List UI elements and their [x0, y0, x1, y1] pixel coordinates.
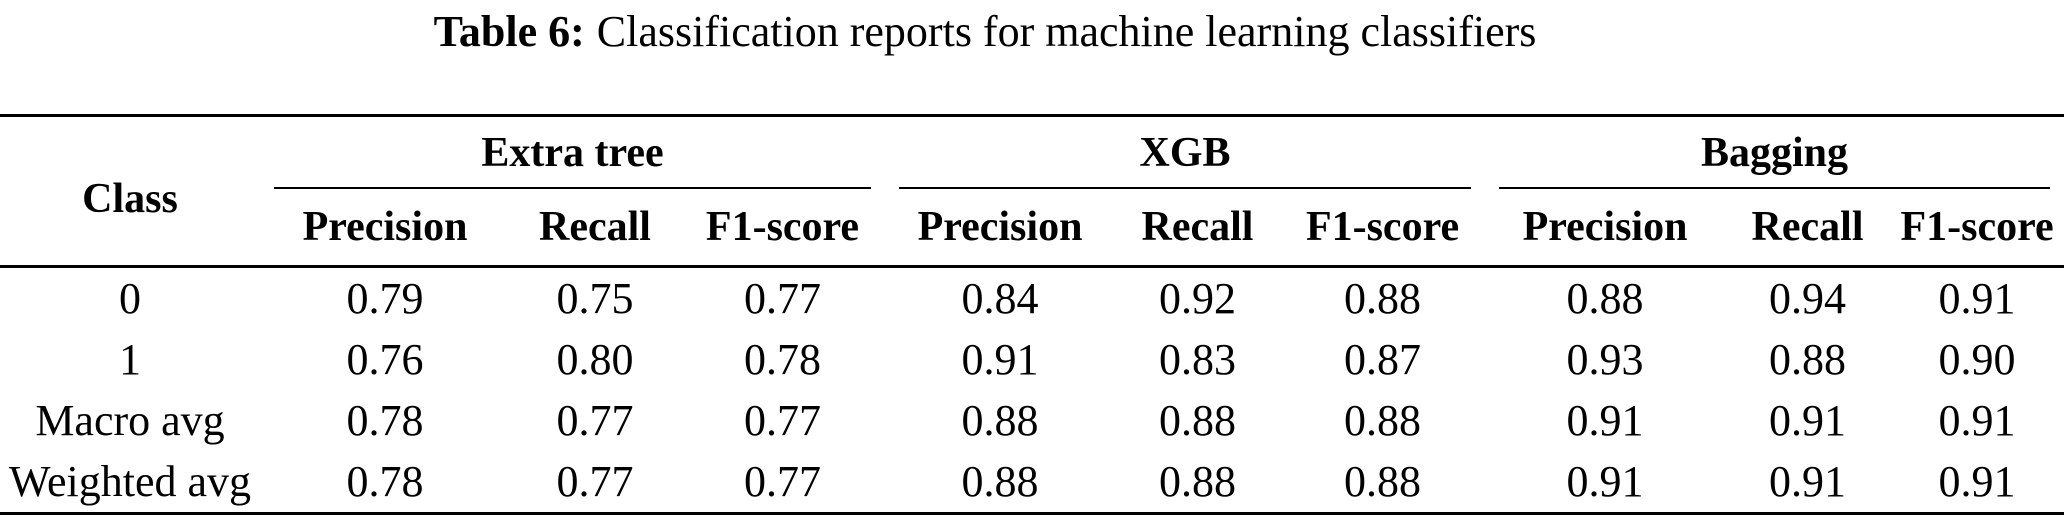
- row-label: 1: [119, 335, 141, 384]
- column-header-et-precision: Precision: [260, 189, 510, 268]
- value-cell: 0.88: [1566, 274, 1644, 323]
- value-cell: 0.91: [1769, 396, 1847, 445]
- column-header-xgb-recall: Recall: [1115, 189, 1280, 268]
- value-cell: 0.80: [556, 335, 634, 384]
- value-cell: 0.77: [680, 451, 885, 515]
- value-cell: 0.91: [1725, 451, 1891, 515]
- value-cell: 0.76: [346, 335, 424, 384]
- value-cell: 0.79: [346, 274, 424, 323]
- column-header-bag-precision: Precision: [1485, 189, 1726, 268]
- value-cell: 0.88: [885, 451, 1115, 515]
- value-cell: 0.87: [1344, 335, 1422, 384]
- value-cell: 0.88: [1280, 451, 1486, 515]
- value-cell: 0.77: [744, 396, 821, 445]
- column-header-et-recall: Recall: [510, 189, 680, 268]
- value-cell: 0.88: [961, 396, 1039, 445]
- table-row: 1 0.76 0.80 0.78 0.91 0.83 0.87 0.93 0.8…: [0, 329, 2064, 390]
- value-cell: 0.91: [1938, 274, 2016, 323]
- value-cell: 0.91: [1485, 451, 1726, 515]
- column-header-class: Class: [0, 115, 260, 268]
- value-cell: 0.75: [556, 274, 634, 323]
- value-cell: 0.90: [1938, 335, 2016, 384]
- value-cell: 0.91: [961, 335, 1039, 384]
- value-cell: 0.77: [744, 274, 821, 323]
- table-row: 0 0.79 0.75 0.77 0.84 0.92 0.88 0.88 0.9…: [0, 267, 2064, 330]
- column-header-bag-f1: F1-score: [1890, 189, 2064, 268]
- column-header-xgb-f1: F1-score: [1280, 189, 1486, 268]
- table-row: Macro avg 0.78 0.77 0.77 0.88 0.88 0.88 …: [0, 390, 2064, 451]
- row-label: Macro avg: [35, 396, 225, 445]
- value-cell: 0.94: [1769, 274, 1847, 323]
- value-cell: 0.78: [346, 396, 424, 445]
- table-row: Weighted avg 0.78 0.77 0.77 0.88 0.88 0.…: [0, 451, 2064, 515]
- value-cell: 0.88: [1159, 396, 1236, 445]
- value-cell: 0.88: [1769, 335, 1847, 384]
- value-cell: 0.78: [260, 451, 510, 515]
- value-cell: 0.88: [1344, 274, 1422, 323]
- value-cell: 0.84: [961, 274, 1039, 323]
- group-header-extra-tree: Extra tree: [260, 116, 885, 190]
- row-label: 0: [119, 274, 141, 323]
- value-cell: 0.78: [744, 335, 821, 384]
- table-caption-text: Classification reports for machine learn…: [596, 7, 1537, 56]
- value-cell: 0.93: [1566, 335, 1644, 384]
- value-cell: 0.92: [1159, 274, 1236, 323]
- group-header-xgb: XGB: [885, 116, 1485, 190]
- value-cell: 0.88: [1344, 396, 1422, 445]
- value-cell: 0.91: [1566, 396, 1644, 445]
- column-header-xgb-precision: Precision: [885, 189, 1115, 268]
- group-header-row: Class Extra tree XGB Bagging: [0, 115, 2064, 268]
- value-cell: 0.77: [556, 396, 634, 445]
- group-header-bagging: Bagging: [1485, 116, 2064, 190]
- classification-report-table: Class Extra tree XGB Bagging Precision R…: [0, 114, 2064, 515]
- column-header-bag-recall: Recall: [1725, 189, 1891, 268]
- metric-header-row: Precision Recall F1-score Precision Reca…: [0, 189, 2064, 268]
- value-cell: 0.83: [1159, 335, 1236, 384]
- value-cell: 0.88: [1115, 451, 1280, 515]
- table-caption: Table 6: Classification reports for machi…: [0, 0, 2017, 114]
- row-label: Weighted avg: [0, 451, 260, 515]
- value-cell: 0.91: [1890, 451, 2064, 515]
- table-caption-label: Table 6:: [433, 7, 585, 56]
- column-header-et-f1: F1-score: [680, 189, 885, 268]
- value-cell: 0.77: [510, 451, 680, 515]
- value-cell: 0.91: [1938, 396, 2016, 445]
